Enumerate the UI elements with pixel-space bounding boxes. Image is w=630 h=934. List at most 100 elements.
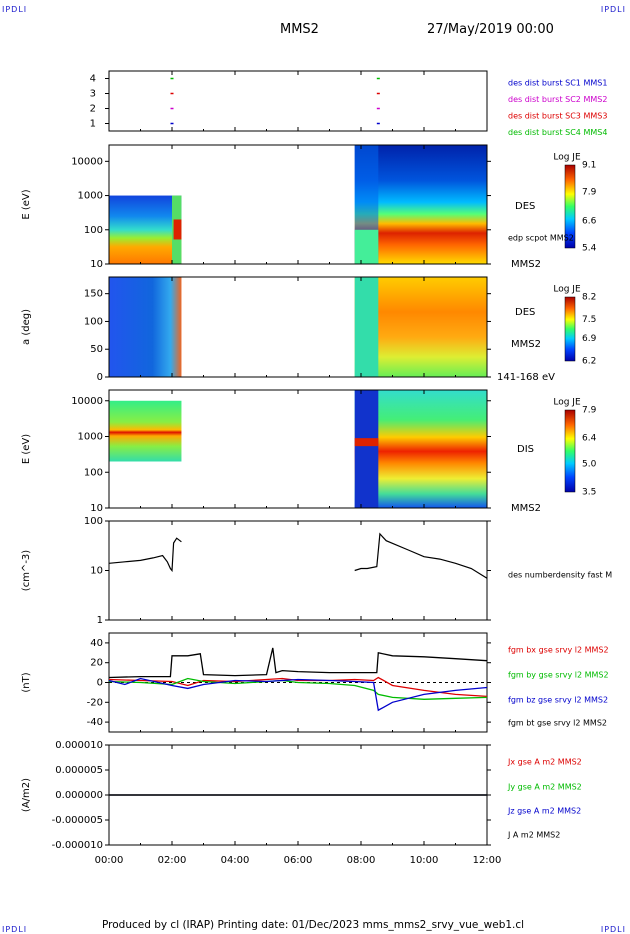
panel-label: MMS2 xyxy=(511,339,541,350)
y-tick-label: 100 xyxy=(84,316,103,327)
colorbar-tick-label: 7.9 xyxy=(582,187,597,197)
y-tick-label: 1000 xyxy=(78,191,103,202)
y-tick-label: 0.000005 xyxy=(55,765,103,776)
time-tick-label: 10:00 xyxy=(410,855,439,866)
colorbar-title: Log JE xyxy=(553,153,581,163)
y-tick-label: 0 xyxy=(97,678,103,689)
legend-entry: des dist burst SC1 MMS1 xyxy=(508,79,607,88)
burst-panel-frame xyxy=(108,70,488,132)
legend-entry: Jz gse A m2 MMS2 xyxy=(507,807,581,816)
fgm-line xyxy=(108,676,488,698)
des-energy-colorbar xyxy=(564,164,576,249)
colorbar-title: Log JE xyxy=(553,285,581,295)
colorbar-tick-label: 9.1 xyxy=(582,161,596,171)
panel-label: MMS2 xyxy=(511,503,541,514)
y-tick-label: 10000 xyxy=(71,396,103,407)
y-tick-label: -20 xyxy=(87,697,103,708)
y-tick-label: 20 xyxy=(90,658,103,669)
legend-entry: fgm bz gse srvy l2 MMS2 xyxy=(508,696,608,705)
y-tick-label: 3 xyxy=(90,89,96,100)
footer-credits: Produced by cl (IRAP) Printing date: 01/… xyxy=(102,919,525,931)
y-tick-label: 150 xyxy=(84,289,103,300)
legend-entry: J A m2 MMS2 xyxy=(507,831,560,840)
dis-energy-block xyxy=(354,438,379,447)
y-tick-label: 10 xyxy=(90,503,103,514)
legend-entry: Jy gse A m2 MMS2 xyxy=(507,783,582,792)
y-tick-label: 2 xyxy=(90,104,96,115)
time-tick-label: 08:00 xyxy=(347,855,376,866)
time-tick-label: 02:00 xyxy=(158,855,187,866)
time-tick-label: 00:00 xyxy=(95,855,124,866)
y-tick-label: 0.000010 xyxy=(55,740,103,751)
y-tick-label: 1000 xyxy=(78,432,103,443)
legend-entry: fgm bx gse srvy l2 MMS2 xyxy=(508,646,609,655)
y-tick-label: 10000 xyxy=(71,156,103,167)
y-tick-label: 100 xyxy=(84,516,103,527)
colorbar-tick-label: 6.9 xyxy=(582,334,597,344)
y-tick-label: 1 xyxy=(97,615,103,626)
y-tick-label: 0 xyxy=(97,372,103,383)
page-title: MMS2 xyxy=(280,22,319,37)
y-tick-label: 1 xyxy=(90,119,96,130)
panel-label: MMS2 xyxy=(511,259,541,270)
fgm-line xyxy=(108,677,488,700)
panel-label: DIS xyxy=(517,444,534,455)
colorbar-tick-label: 6.4 xyxy=(582,433,597,443)
legend-entry: des dist burst SC2 MMS2 xyxy=(508,95,607,104)
y-axis-label: E (eV) xyxy=(21,189,32,219)
des-energy-block xyxy=(109,195,182,264)
y-axis-label: E (eV) xyxy=(21,434,32,464)
legend-entry: des dist burst SC4 MMS4 xyxy=(508,128,607,137)
y-tick-label: 100 xyxy=(84,225,103,236)
time-tick-label: 12:00 xyxy=(473,855,502,866)
y-tick-label: 50 xyxy=(90,344,103,355)
corner-label-bottom-left: IPDLI xyxy=(2,925,28,934)
fgm-line xyxy=(108,677,488,712)
pitch-angle-block xyxy=(109,277,182,377)
y-axis-label: (A/m2) xyxy=(21,778,32,812)
panel-label: DES xyxy=(515,201,535,212)
legend-entry: fgm bt gse srvy l2 MMS2 xyxy=(508,719,607,728)
y-tick-label: 4 xyxy=(90,74,96,85)
legend-entry: Jx gse A m2 MMS2 xyxy=(507,758,582,767)
time-tick-label: 04:00 xyxy=(221,855,250,866)
y-tick-label: -40 xyxy=(87,717,103,728)
colorbar-tick-label: 7.5 xyxy=(582,315,596,325)
y-tick-label: -0.000005 xyxy=(52,815,103,826)
page-datetime: 27/May/2019 00:00 xyxy=(427,22,554,37)
des-pitch-colorbar xyxy=(564,296,576,362)
colorbar-tick-label: 6.2 xyxy=(582,357,596,367)
dis-energy-colorbar xyxy=(564,409,576,493)
y-tick-label: 10 xyxy=(90,566,103,577)
corner-label-top-right: IPDLI xyxy=(600,5,626,14)
des-energy-block xyxy=(173,219,182,240)
dis-energy-block xyxy=(109,400,182,462)
y-tick-label: -0.000010 xyxy=(52,840,103,851)
corner-label-bottom-right: IPDLI xyxy=(600,925,626,934)
legend-entry: des numberdensity fast M xyxy=(508,571,612,580)
density-panel-frame xyxy=(108,520,488,621)
y-tick-label: 0.000000 xyxy=(55,790,103,801)
pitch-angle-block xyxy=(354,277,379,377)
y-tick-label: 100 xyxy=(84,467,103,478)
des-energy-block xyxy=(354,229,379,264)
panel-label: 141-168 eV xyxy=(497,372,555,383)
dis-energy-block xyxy=(354,390,379,508)
y-tick-label: 10 xyxy=(90,259,103,270)
density-line xyxy=(108,537,182,573)
colorbar-tick-label: 8.2 xyxy=(582,293,596,303)
panel-label: edp scpot MMS2 xyxy=(508,234,574,243)
fgm-line xyxy=(108,647,488,679)
panel-label: DES xyxy=(515,307,535,318)
colorbar-tick-label: 5.0 xyxy=(582,460,597,470)
legend-entry: fgm by gse srvy l2 MMS2 xyxy=(508,671,609,680)
time-tick-label: 06:00 xyxy=(284,855,313,866)
colorbar-tick-label: 6.6 xyxy=(582,217,597,227)
legend-entry: des dist burst SC3 MMS3 xyxy=(508,112,607,121)
colorbar-tick-label: 3.5 xyxy=(582,488,596,498)
y-axis-label: (nT) xyxy=(21,672,32,692)
colorbar-title: Log JE xyxy=(553,398,581,408)
density-line xyxy=(354,532,488,579)
colorbar-tick-label: 7.9 xyxy=(582,406,597,416)
